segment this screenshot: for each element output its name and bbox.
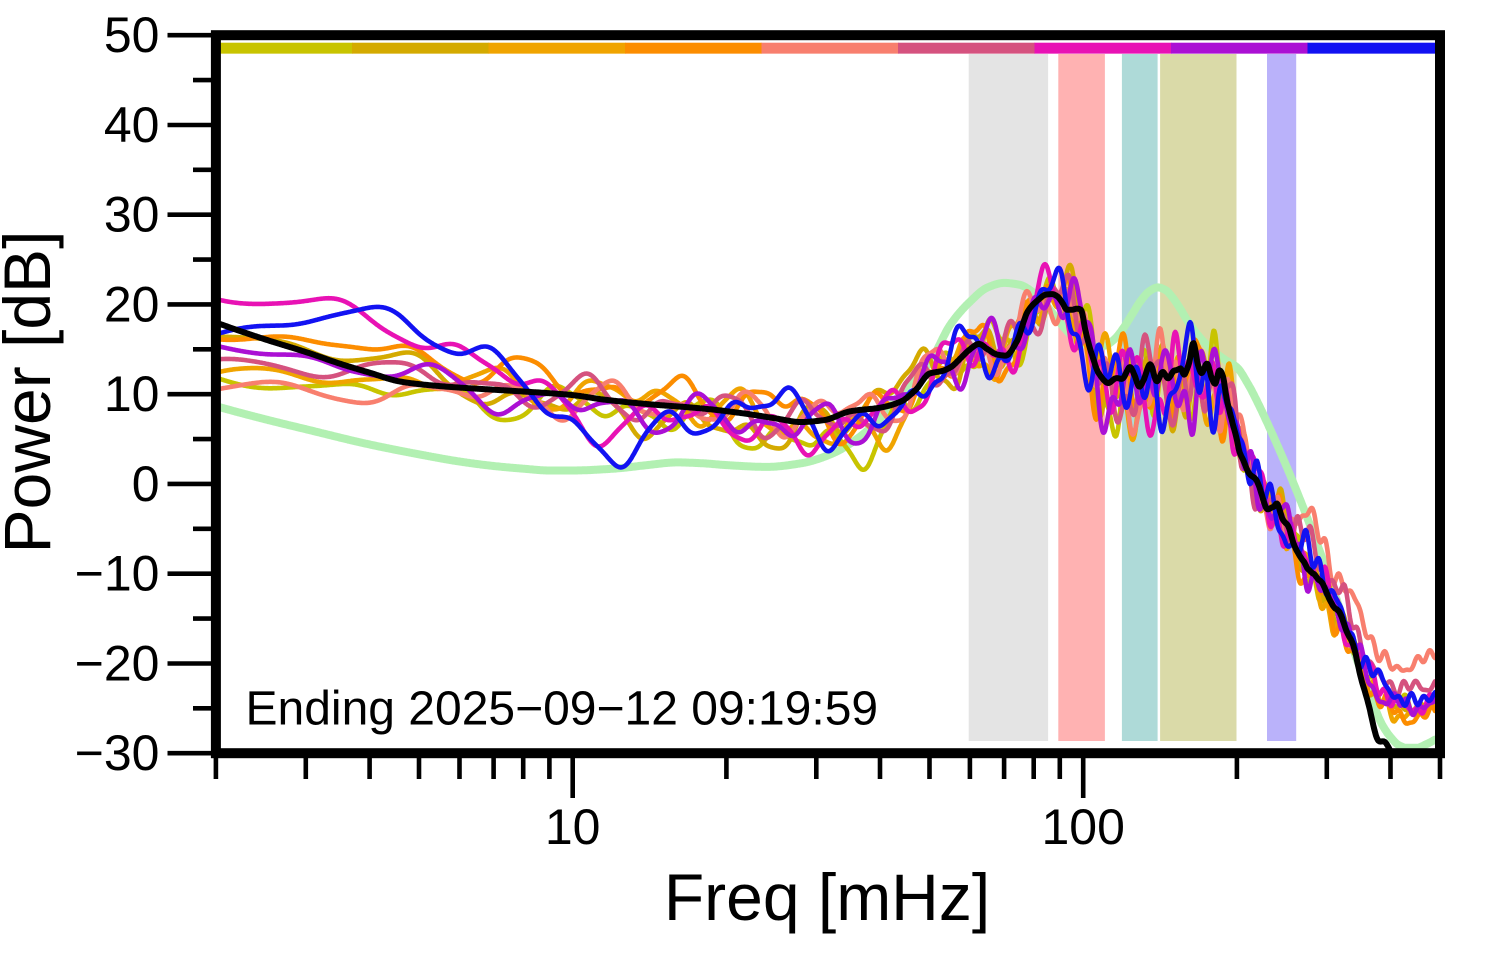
svg-text:10: 10	[104, 366, 160, 422]
svg-text:10: 10	[545, 799, 601, 855]
svg-text:30: 30	[104, 187, 160, 243]
svg-text:20: 20	[104, 276, 160, 332]
svg-text:−10: −10	[75, 546, 160, 602]
svg-text:40: 40	[104, 97, 160, 153]
svg-text:100: 100	[1041, 799, 1124, 855]
svg-text:Freq [mHz]: Freq [mHz]	[664, 860, 990, 934]
svg-text:−30: −30	[75, 725, 160, 781]
svg-text:Power [dB]: Power [dB]	[0, 231, 64, 554]
svg-text:0: 0	[132, 456, 160, 512]
svg-text:Ending 2025−09−12 09:19:59: Ending 2025−09−12 09:19:59	[246, 683, 879, 736]
svg-text:50: 50	[104, 7, 160, 63]
svg-text:−20: −20	[75, 636, 160, 692]
